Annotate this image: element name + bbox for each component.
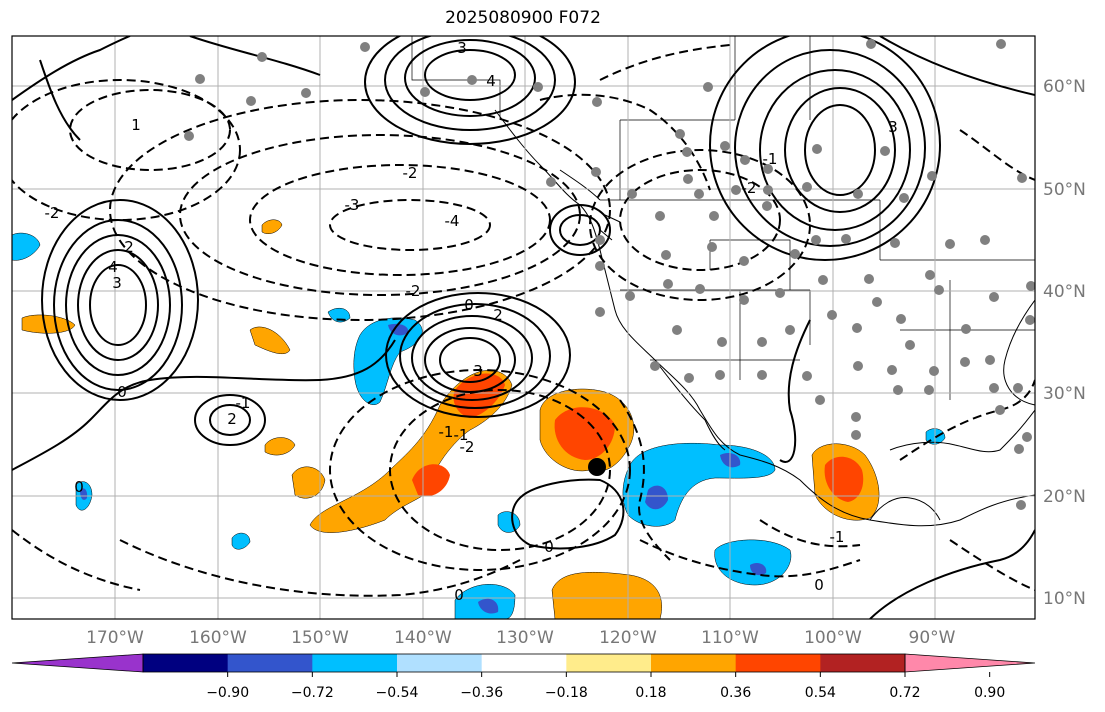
shade-blue-region-5 bbox=[12, 232, 41, 261]
shade-red-region-3 bbox=[554, 407, 615, 460]
shade-darkblue-region-2 bbox=[645, 485, 668, 510]
latitude-labels: 60°N 50°N 40°N 30°N 20°N 10°N bbox=[1043, 77, 1086, 609]
contour-label: 0 bbox=[117, 383, 127, 401]
colorbar-segment bbox=[312, 654, 398, 672]
contour-label: 4 bbox=[108, 258, 118, 276]
longitude-labels: 170°W 160°W 150°W 140°W 130°W 120°W 110°… bbox=[86, 628, 956, 648]
station-dots bbox=[184, 39, 1035, 510]
colorbar-ticks: −0.90 −0.72 −0.54 −0.36 −0.18 0.18 0.36 0.54 0.7… bbox=[206, 672, 1005, 701]
lon-label: 100°W bbox=[804, 628, 862, 648]
colorbar-segments bbox=[12, 654, 1035, 672]
political-borders bbox=[411, 36, 1035, 400]
contour-label: -1 bbox=[763, 150, 778, 168]
shade-blue-region-9 bbox=[231, 532, 251, 550]
shade-orange-region-5 bbox=[21, 314, 76, 334]
colorbar-tick-label: 0.18 bbox=[635, 685, 666, 701]
contour-label: -1 bbox=[236, 394, 251, 412]
colorbar-extend-low bbox=[12, 654, 143, 672]
shade-blue-region-6 bbox=[327, 307, 351, 323]
contour-label: 2 bbox=[124, 238, 134, 256]
contour-label: -2 bbox=[742, 179, 757, 197]
map-frame bbox=[11, 35, 1036, 620]
contour-label: -1 bbox=[454, 426, 469, 444]
lon-label: 120°W bbox=[599, 628, 657, 648]
contour-label: 3 bbox=[473, 362, 483, 380]
lon-label: 90°W bbox=[909, 628, 956, 648]
contour-label: 2 bbox=[227, 410, 237, 428]
lon-label: 170°W bbox=[86, 628, 144, 648]
colorbar-segment bbox=[481, 654, 567, 672]
contour-label: 3 bbox=[888, 118, 898, 136]
colorbar-segment bbox=[227, 654, 313, 672]
contour-label: 0 bbox=[814, 576, 824, 594]
lat-label: 20°N bbox=[1043, 487, 1086, 507]
colorbar-segment bbox=[651, 654, 737, 672]
shade-orange-region-6 bbox=[249, 326, 291, 355]
contour-label: 2 bbox=[493, 306, 503, 324]
colorbar: −0.90 −0.72 −0.54 −0.36 −0.18 0.18 0.36 0.54 0.7… bbox=[11, 653, 1036, 701]
solid-contours bbox=[12, 36, 1035, 619]
contour-label: -4 bbox=[445, 212, 460, 230]
lat-label: 40°N bbox=[1043, 282, 1086, 302]
contour-label: 3 bbox=[112, 274, 122, 292]
map-background bbox=[12, 36, 1035, 619]
shade-red-region-2 bbox=[412, 464, 450, 497]
colorbar-tick-label: −0.18 bbox=[545, 685, 588, 701]
colorbar-tick-label: −0.36 bbox=[460, 685, 503, 701]
contour-label: 0 bbox=[454, 586, 464, 604]
lon-label: 160°W bbox=[189, 628, 247, 648]
shade-orange-region-9 bbox=[261, 219, 283, 234]
shade-orange-region-8 bbox=[264, 437, 296, 456]
shaded-anomaly-regions bbox=[12, 219, 946, 619]
contour-label: 3 bbox=[457, 39, 467, 57]
map-panel: 3 4 2 3 4 -2 -3 -4 -2 0 2 3 -1 2 -1 0 -2… bbox=[11, 35, 1036, 620]
contour-label: -1 bbox=[830, 528, 845, 546]
colorbar-right-extend bbox=[904, 653, 1036, 673]
lon-label: 140°W bbox=[394, 628, 452, 648]
colorbar-tick-label: −0.54 bbox=[376, 685, 419, 701]
contour-label: -3 bbox=[345, 196, 360, 214]
colorbar-segment bbox=[735, 654, 821, 672]
lat-label: 60°N bbox=[1043, 77, 1086, 97]
shade-darkblue-region-6 bbox=[80, 488, 88, 500]
lat-label: 30°N bbox=[1043, 384, 1086, 404]
contour-labels: 3 4 2 3 4 -2 -3 -4 -2 0 2 3 -1 2 -1 0 -2… bbox=[45, 39, 898, 604]
contour-label: 1 bbox=[131, 116, 141, 134]
lon-label: 130°W bbox=[496, 628, 554, 648]
lat-label: 50°N bbox=[1043, 180, 1086, 200]
shade-darkblue-region-4 bbox=[750, 562, 767, 576]
lon-label: 110°W bbox=[701, 628, 759, 648]
colorbar-tick-label: 0.36 bbox=[720, 685, 751, 701]
shade-orange-region-4 bbox=[551, 572, 662, 619]
contour-label: -2 bbox=[460, 438, 475, 456]
colorbar-tick-label: −0.72 bbox=[291, 685, 334, 701]
colorbar-segment bbox=[143, 654, 229, 672]
plot-title: 2025080900 F072 bbox=[445, 8, 601, 28]
contour-label: -2 bbox=[406, 282, 421, 300]
colorbar-segment bbox=[820, 654, 906, 672]
colorbar-tick-label: 0.90 bbox=[974, 685, 1005, 701]
shade-blue-region-3 bbox=[714, 539, 792, 586]
colorbar-tick-label: 0.72 bbox=[889, 685, 920, 701]
colorbar-tick-label: −0.90 bbox=[206, 685, 249, 701]
contour-label: 0 bbox=[74, 478, 84, 496]
contour-label: -2 bbox=[403, 164, 418, 182]
colorbar-segment bbox=[397, 654, 483, 672]
shade-red-region-4 bbox=[824, 456, 864, 502]
shade-orange-region-7 bbox=[291, 466, 326, 499]
lat-label: 10°N bbox=[1043, 589, 1086, 609]
contour-label: 0 bbox=[464, 296, 474, 314]
contour-label: 4 bbox=[486, 72, 496, 90]
dashed-contours bbox=[12, 44, 1035, 597]
lon-label: 150°W bbox=[291, 628, 349, 648]
colorbar-tick-label: 0.54 bbox=[805, 685, 836, 701]
colorbar-segment bbox=[566, 654, 652, 672]
colorbar-extend-high bbox=[905, 654, 1035, 672]
contour-label: -1 bbox=[439, 423, 454, 441]
shade-darkblue-region-5 bbox=[478, 598, 499, 614]
contour-label: 0 bbox=[544, 538, 554, 556]
contour-label: -2 bbox=[45, 204, 60, 222]
storm-position-marker bbox=[588, 458, 606, 476]
